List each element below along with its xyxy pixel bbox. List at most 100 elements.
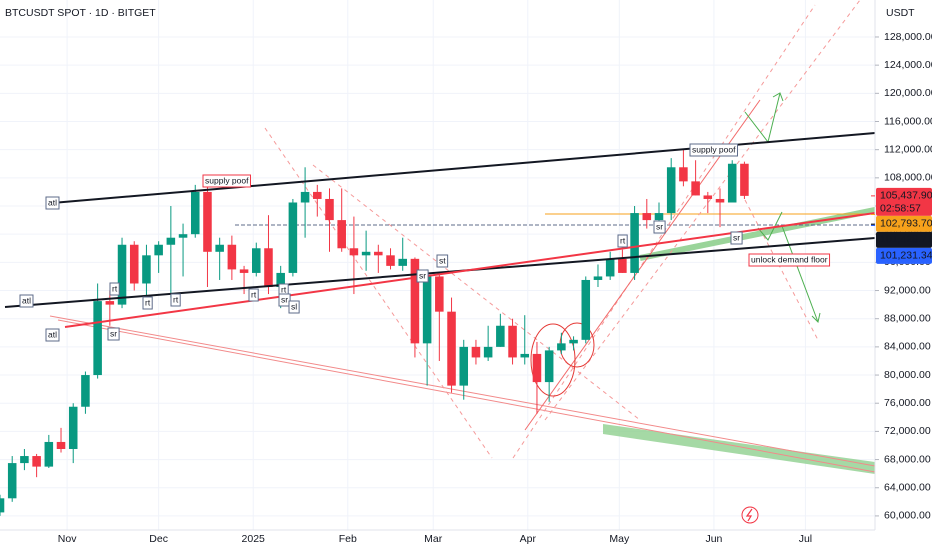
y-tick-label: 108,000.00 <box>884 172 932 184</box>
arrow-head <box>811 312 821 323</box>
price-tag-label: 101,231.34 <box>880 250 932 262</box>
dashed-channel <box>544 0 861 421</box>
annotation: sr <box>733 232 740 242</box>
candle-body <box>154 244 163 256</box>
annotation-box <box>617 234 628 248</box>
candle-body <box>203 191 212 252</box>
annotation: atl <box>48 329 57 339</box>
candle-body <box>557 343 566 351</box>
arrow-head <box>772 92 784 102</box>
green-arrow <box>781 225 819 323</box>
green-arrow <box>744 92 781 144</box>
y-tick-label: 124,000.00 <box>884 59 932 71</box>
y-tick-label: 120,000.00 <box>884 87 932 99</box>
countdown: 02:58:57 <box>880 203 921 215</box>
y-tick-label: 128,000.00 <box>884 31 932 43</box>
candle-body <box>300 191 310 203</box>
candle-body <box>447 311 456 386</box>
red-channel-line <box>57 319 876 473</box>
candle-body <box>520 353 530 358</box>
candle-body <box>410 258 420 344</box>
candle-body <box>581 279 591 340</box>
candle-body <box>105 301 115 305</box>
candle-body <box>56 441 66 450</box>
y-tick-label: 80,000.00 <box>884 369 931 381</box>
candle-body <box>93 301 102 376</box>
annotation: st <box>439 255 446 265</box>
candle-body <box>264 248 273 288</box>
x-tick-label: May <box>609 533 630 545</box>
candle-body <box>496 325 505 347</box>
currency: USDT <box>886 7 915 19</box>
annotation-box <box>19 294 34 308</box>
dashed-channel <box>744 199 819 341</box>
annotation-box <box>202 174 251 188</box>
price-tag <box>876 215 932 232</box>
candle-body <box>386 255 395 266</box>
annotation: atl <box>48 197 57 207</box>
red-trend-thick <box>64 212 876 328</box>
y-tick-label: 84,000.00 <box>884 341 931 353</box>
annotation-box <box>653 220 666 234</box>
candle-body <box>313 191 322 199</box>
price-tag-label: 102,793.70 <box>880 218 932 230</box>
price-tag-label: 105,437.90 <box>880 190 932 202</box>
x-tick-label: Nov <box>58 533 77 545</box>
candle-body <box>32 456 41 467</box>
annotation-box <box>730 231 743 245</box>
annotation: sr <box>419 270 426 280</box>
candle-body <box>398 258 407 266</box>
annotation: sl <box>291 301 297 311</box>
y-tick-label: 64,000.00 <box>884 482 931 494</box>
candle-body <box>239 269 249 273</box>
candle-body <box>679 167 688 182</box>
candle-body <box>569 339 578 344</box>
symbol-title: BTCUSDT SPOT · 1D · BITGET <box>5 7 156 19</box>
annotation-box <box>142 296 153 310</box>
candle-body <box>544 350 554 383</box>
annotation-box <box>288 300 300 314</box>
x-tick-label: Apr <box>520 533 537 545</box>
annotation: rt <box>251 289 257 299</box>
annotation: rt <box>112 283 118 293</box>
candle-body <box>691 181 700 196</box>
y-tick-label: 60,000.00 <box>884 510 931 522</box>
y-tick-label: 112,000.00 <box>884 143 932 155</box>
annotation-box <box>416 269 429 283</box>
upper-trend <box>51 132 876 204</box>
dashed-channel <box>312 164 641 421</box>
annotation: atl <box>22 295 31 305</box>
green-arrow <box>757 211 783 241</box>
candle-body <box>215 244 224 252</box>
candle-body <box>642 213 652 221</box>
annotation-box <box>748 253 831 267</box>
annotation: rt <box>620 235 626 245</box>
annotation-box <box>107 327 120 341</box>
annotation: rt <box>281 284 287 294</box>
candle-body <box>20 456 29 464</box>
annotation-box <box>45 196 60 210</box>
candle-body <box>44 441 54 467</box>
x-tick-label: Mar <box>424 533 443 545</box>
annotation: sr <box>110 328 117 338</box>
y-tick-label: 72,000.00 <box>884 425 931 437</box>
candle-body <box>349 248 359 256</box>
annotation: rt <box>173 294 179 304</box>
annotation-box <box>248 288 259 302</box>
price-tag <box>876 231 932 248</box>
x-tick-label: Dec <box>149 533 168 545</box>
green-zone <box>603 424 875 474</box>
candle-body <box>190 191 200 235</box>
event-icon[interactable] <box>741 506 759 524</box>
candle-body <box>325 198 334 221</box>
candle-body <box>740 163 749 196</box>
candle-body <box>178 234 188 238</box>
lower-trend <box>4 237 876 308</box>
candle-body <box>252 248 261 273</box>
candle-body <box>142 255 151 284</box>
candle-body <box>68 406 78 450</box>
y-tick-label: 88,000.00 <box>884 312 931 324</box>
